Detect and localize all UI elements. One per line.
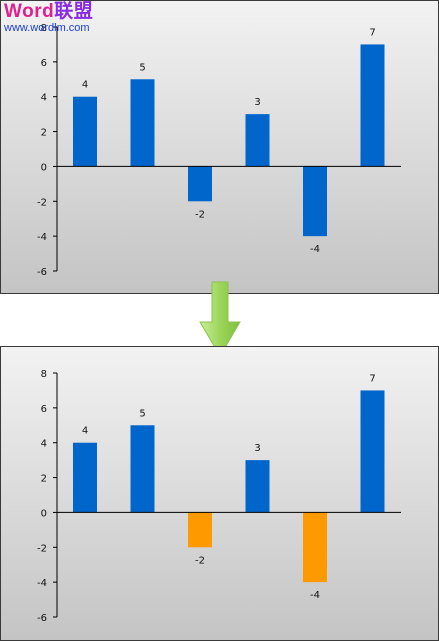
bar <box>188 166 212 202</box>
bar <box>73 442 97 513</box>
y-tick-label: -2 <box>37 543 47 554</box>
chart-panel-before: -6 -4 -2 0 2 4 6 8 4 5 -2 3 -4 7 <box>0 0 439 294</box>
bar <box>73 96 97 167</box>
y-tick-label: -4 <box>37 578 47 589</box>
data-label: 7 <box>369 373 375 384</box>
data-label: -2 <box>195 555 205 566</box>
down-arrow-icon <box>199 281 241 357</box>
data-label: 5 <box>139 408 145 419</box>
bar-chart-after: -6 -4 -2 0 2 4 6 8 4 5 -2 3 -4 7 <box>37 369 401 624</box>
watermark-title-cjk: 联盟 <box>54 1 94 22</box>
bar <box>188 512 212 548</box>
y-tick-label: 8 <box>41 23 47 34</box>
data-label: -2 <box>195 209 205 220</box>
bar <box>245 460 270 513</box>
data-label: 3 <box>254 443 260 454</box>
y-tick-label: 2 <box>41 474 47 485</box>
data-label: 4 <box>82 80 88 91</box>
y-tick-label: 6 <box>41 404 47 415</box>
watermark-title-latin: Word <box>4 1 55 22</box>
y-tick-label: 4 <box>41 439 47 450</box>
bar <box>360 44 385 167</box>
watermark-logo: Word联盟 www.wordlm.com <box>4 2 93 34</box>
bar <box>303 512 327 583</box>
bar <box>360 390 385 513</box>
y-tick-label: 0 <box>41 508 47 519</box>
bar <box>303 166 327 237</box>
y-tick-label: 4 <box>41 93 47 104</box>
bar <box>130 425 155 513</box>
y-tick-label: 2 <box>41 128 47 139</box>
data-label: 7 <box>369 27 375 38</box>
y-tick-label: -2 <box>37 197 47 208</box>
y-tick-label: 0 <box>41 162 47 173</box>
y-tick-label: 6 <box>41 58 47 69</box>
bar-chart-before: -6 -4 -2 0 2 4 6 8 4 5 -2 3 -4 7 <box>37 23 401 278</box>
data-label: 5 <box>139 62 145 73</box>
data-label: -4 <box>310 590 320 601</box>
watermark-url: www.wordlm.com <box>4 22 90 34</box>
chart-panel-after: -6 -4 -2 0 2 4 6 8 4 5 -2 3 -4 7 <box>0 346 439 641</box>
watermark-title: Word联盟 <box>4 2 93 21</box>
y-tick-label: -6 <box>37 267 47 278</box>
y-tick-label: -4 <box>37 232 47 243</box>
data-label: 4 <box>82 426 88 437</box>
data-label: -4 <box>310 244 320 255</box>
bar <box>245 114 270 167</box>
bar <box>130 79 155 167</box>
data-label: 3 <box>254 97 260 108</box>
y-tick-label: -6 <box>37 613 47 624</box>
y-tick-label: 8 <box>41 369 47 380</box>
